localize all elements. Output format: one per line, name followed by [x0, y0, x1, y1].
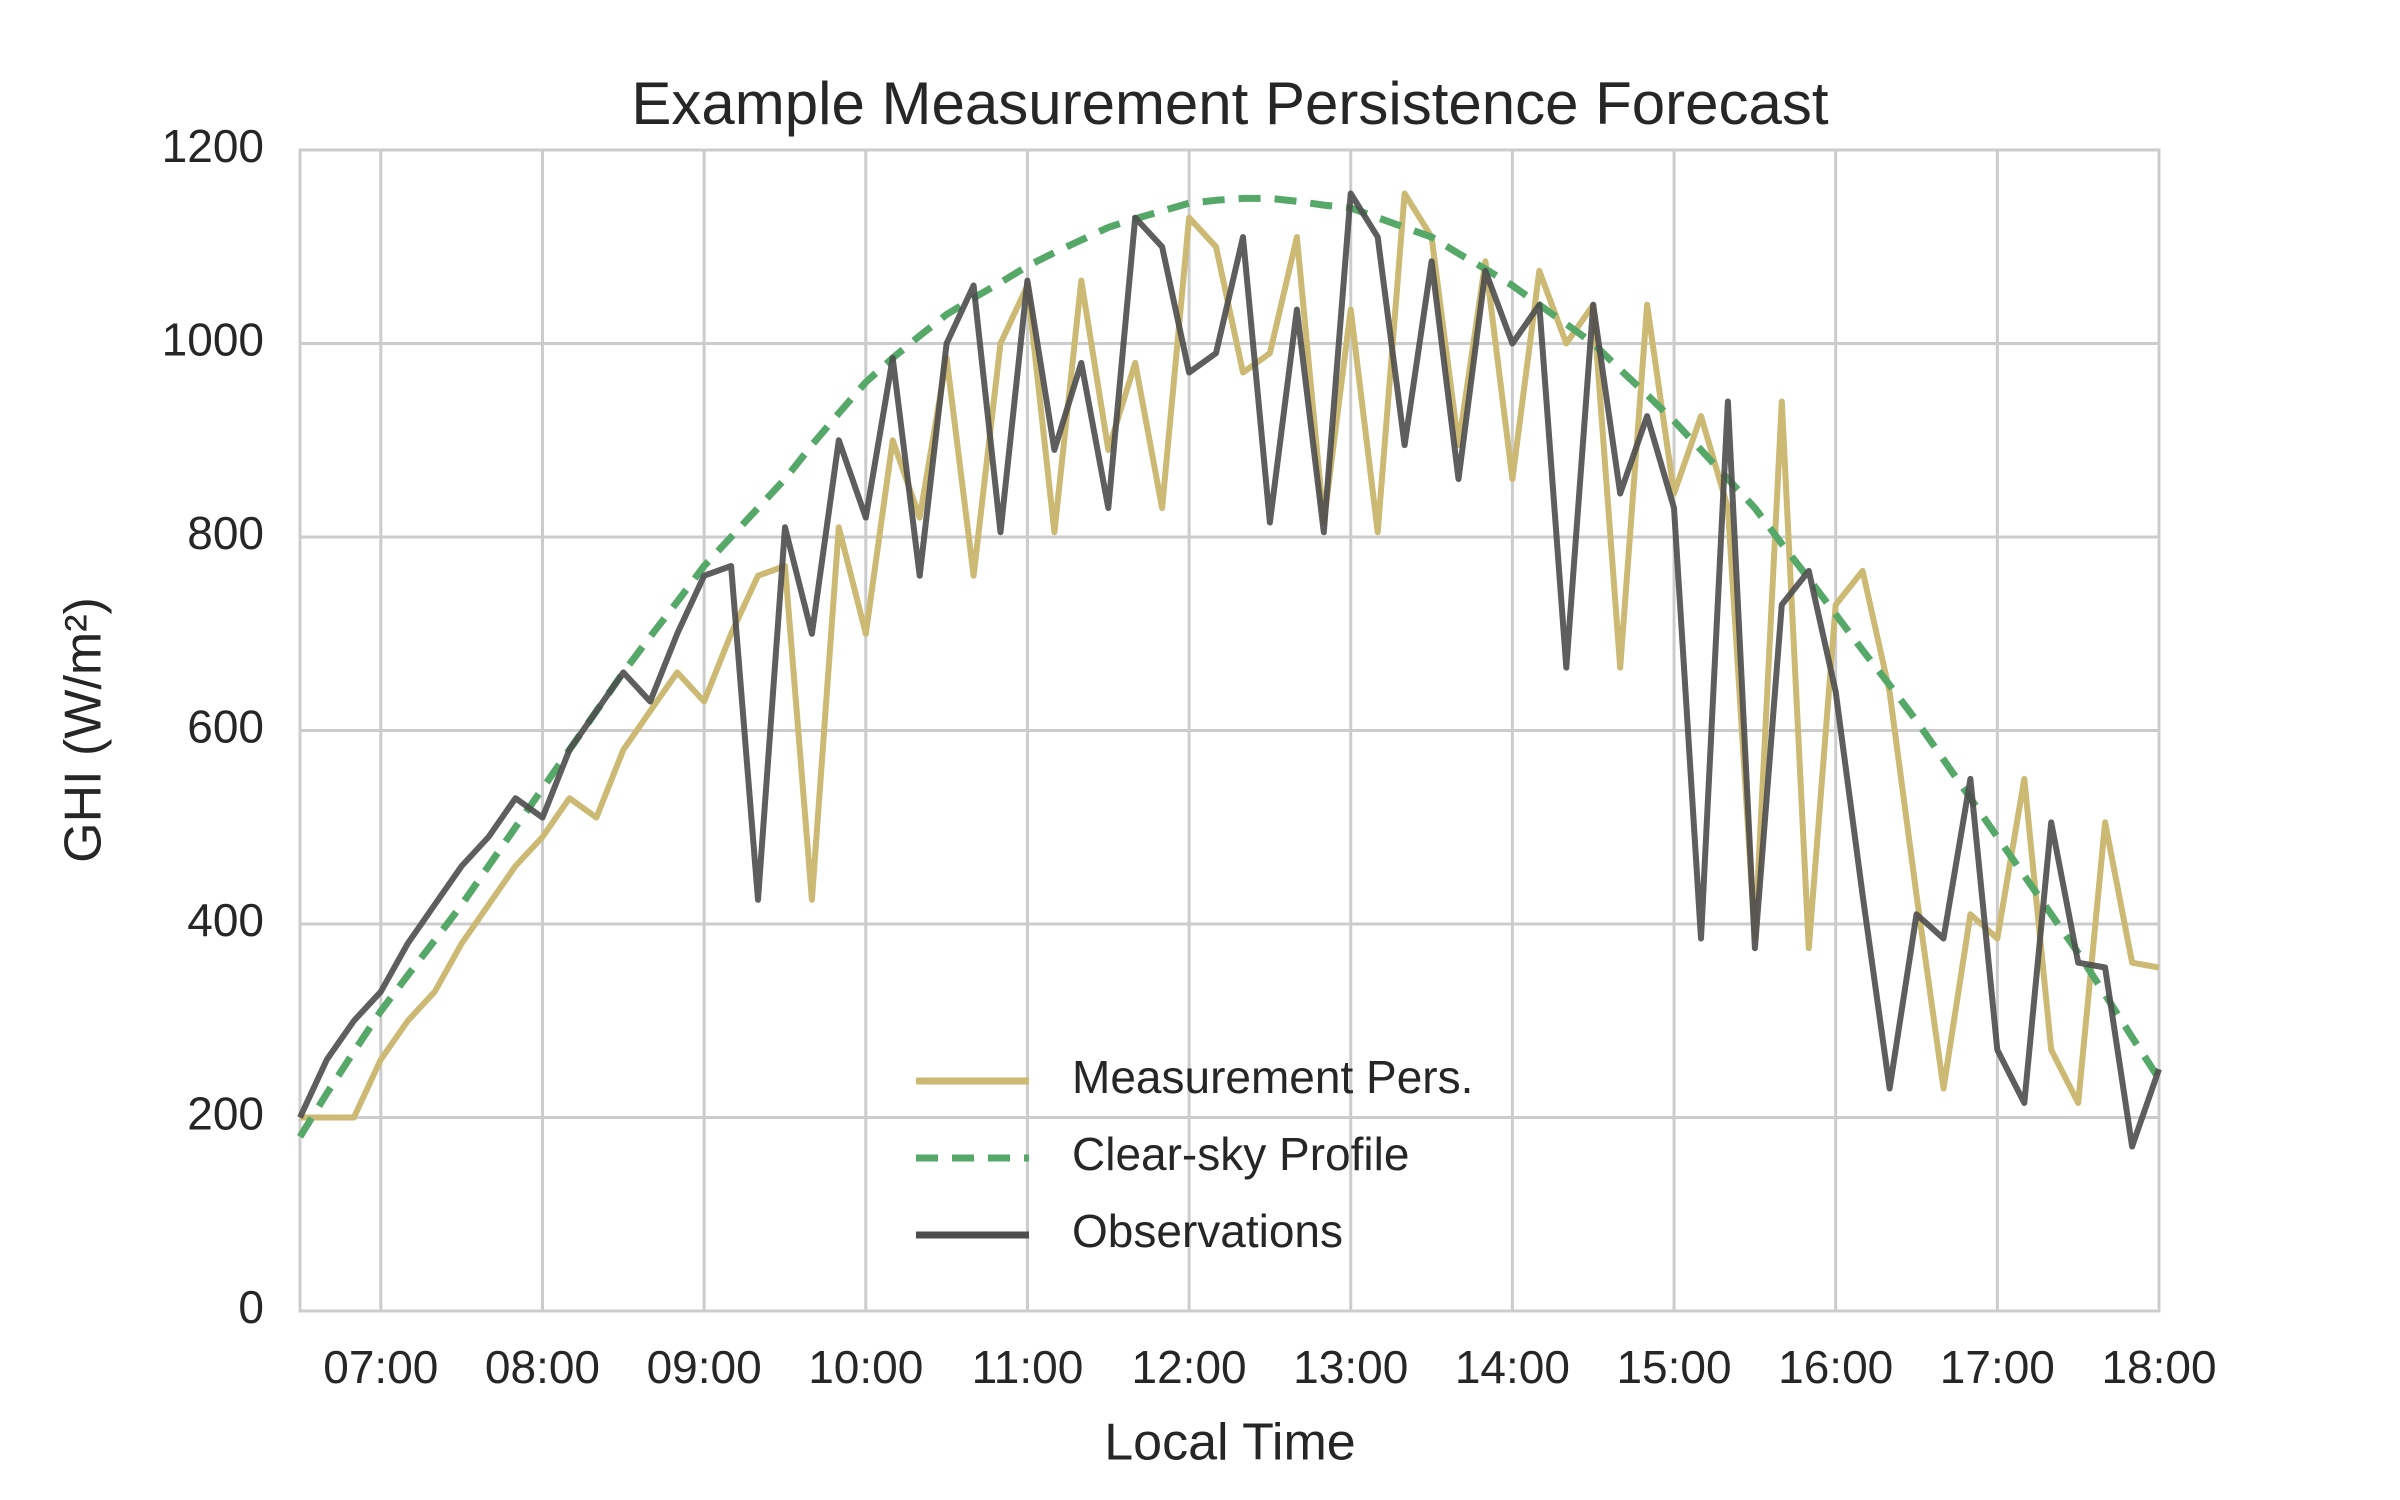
y-tick-label: 1200 — [162, 120, 264, 172]
x-tick-label: 12:00 — [1132, 1341, 1247, 1393]
chart-title: Example Measurement Persistence Forecast — [631, 70, 1828, 137]
x-tick-label: 15:00 — [1616, 1341, 1731, 1393]
x-tick-label: 07:00 — [323, 1341, 438, 1393]
legend-label: Measurement Pers. — [1072, 1051, 1473, 1103]
y-axis-label: GHI (W/m²) — [55, 597, 113, 863]
x-tick-label: 11:00 — [972, 1341, 1084, 1393]
series-line — [297, 190, 2162, 1150]
x-tick-label: 18:00 — [2101, 1341, 2216, 1393]
y-tick-label: 600 — [187, 701, 264, 753]
y-tick-label: 400 — [187, 894, 264, 946]
x-axis-label: Local Time — [1104, 1414, 1355, 1472]
x-tick-label: 13:00 — [1293, 1341, 1408, 1393]
legend-label: Observations — [1072, 1205, 1343, 1257]
x-tick-label: 08:00 — [485, 1341, 600, 1393]
x-tick-label: 10:00 — [808, 1341, 923, 1393]
y-tick-label: 800 — [187, 507, 264, 559]
y-tick-label: 200 — [187, 1088, 264, 1140]
plot-frame — [298, 148, 2161, 1313]
x-tick-label: 17:00 — [1940, 1341, 2055, 1393]
x-tick-label: 14:00 — [1455, 1341, 1570, 1393]
x-tick-label: 16:00 — [1778, 1341, 1893, 1393]
y-tick-label: 0 — [238, 1281, 264, 1333]
x-tick-label: 09:00 — [647, 1341, 762, 1393]
series-line — [300, 190, 2160, 1121]
y-tick-label: 1000 — [162, 314, 264, 366]
legend-label: Clear-sky Profile — [1072, 1128, 1409, 1180]
